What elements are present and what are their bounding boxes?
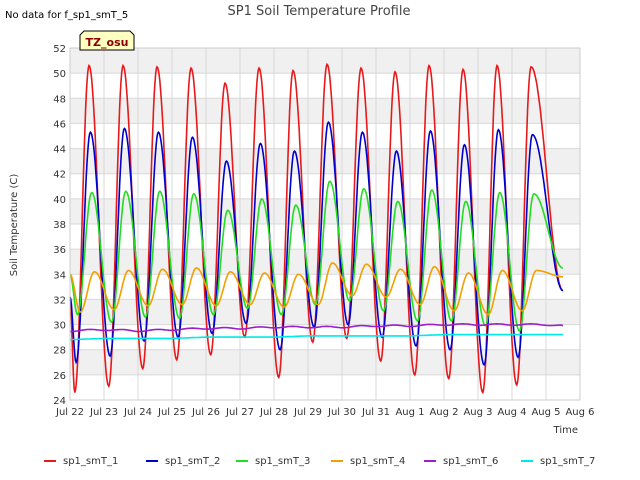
x-tick-label: Aug 4 bbox=[497, 407, 526, 418]
x-tick-label: Jul 26 bbox=[191, 407, 220, 418]
legend-item-sp1_smT_4: sp1_smT_4 bbox=[331, 456, 405, 467]
x-tick-label: Jul 25 bbox=[157, 407, 186, 418]
legend-item-sp1_smT_7: sp1_smT_7 bbox=[521, 456, 595, 467]
x-tick-label: Jul 29 bbox=[293, 407, 322, 418]
x-tick-label: Jul 24 bbox=[123, 407, 152, 418]
x-tick-label: Aug 3 bbox=[463, 407, 492, 418]
badge-label: TZ_osu bbox=[86, 36, 129, 49]
x-tick-label: Jul 30 bbox=[327, 407, 356, 418]
series-line-sp1_smT_4 bbox=[69, 262, 563, 316]
series-line-sp1_smT_7 bbox=[69, 333, 563, 341]
y-tick-label: 44 bbox=[53, 145, 66, 156]
legend-item-sp1_smT_1: sp1_smT_1 bbox=[44, 456, 118, 467]
x-tick-label: Aug 2 bbox=[429, 407, 458, 418]
y-tick-label: 42 bbox=[53, 170, 66, 181]
y-tick-label: 32 bbox=[53, 295, 66, 306]
series-line-sp1_smT_3 bbox=[69, 180, 564, 332]
y-tick-label: 52 bbox=[53, 44, 66, 55]
badge-shape bbox=[79, 30, 135, 51]
x-tick-label: Jul 28 bbox=[259, 407, 288, 418]
x-tick-label: Aug 6 bbox=[565, 407, 594, 418]
y-tick-label: 40 bbox=[53, 195, 66, 206]
plot-border bbox=[69, 47, 581, 401]
legend-item-sp1_smT_3: sp1_smT_3 bbox=[236, 456, 310, 467]
y-tick-label: 46 bbox=[53, 119, 66, 130]
x-tick-label: Jul 31 bbox=[361, 407, 390, 418]
legend-label: sp1_smT_6 bbox=[443, 456, 498, 467]
legend-item-sp1_smT_6: sp1_smT_6 bbox=[424, 456, 498, 467]
y-axis-label: Soil Temperature (C) bbox=[9, 174, 20, 277]
series-lines bbox=[69, 62, 564, 395]
series-line-sp1_smT_6 bbox=[69, 322, 564, 333]
y-tick-label: 28 bbox=[53, 346, 66, 357]
timezone-badge: TZ_osu bbox=[79, 30, 135, 51]
x-axis-label: Time bbox=[553, 425, 578, 436]
x-tick-label: Aug 1 bbox=[395, 407, 424, 418]
y-tick-label: 36 bbox=[53, 245, 66, 256]
y-tick-label: 24 bbox=[53, 396, 66, 407]
series-line-sp1_smT_1 bbox=[69, 62, 564, 395]
x-tick-label: Jul 23 bbox=[89, 407, 118, 418]
legend-item-sp1_smT_2: sp1_smT_2 bbox=[146, 456, 220, 467]
legend-label: sp1_smT_3 bbox=[255, 456, 310, 467]
plot-band bbox=[70, 48, 580, 74]
plot-band bbox=[70, 299, 580, 325]
chart-title: SP1 Soil Temperature Profile bbox=[228, 4, 411, 19]
x-tick-label: Aug 5 bbox=[531, 407, 560, 418]
legend: sp1_smT_1 sp1_smT_2 sp1_smT_3 sp1_smT_4 sp1_… bbox=[44, 456, 595, 467]
x-tick-labels: Jul 22 Jul 23 Jul 24 Jul 25 Jul 26 Jul 27 Jul … bbox=[55, 407, 595, 418]
y-tick-label: 38 bbox=[53, 220, 66, 231]
x-tick-label: Jul 22 bbox=[55, 407, 84, 418]
legend-label: sp1_smT_4 bbox=[350, 456, 405, 467]
plot-band bbox=[70, 249, 580, 275]
legend-label: sp1_smT_7 bbox=[540, 456, 595, 467]
y-tick-label: 30 bbox=[53, 321, 66, 332]
y-tick-label: 34 bbox=[53, 270, 66, 281]
y-tick-label: 48 bbox=[53, 94, 66, 105]
plot-band bbox=[70, 98, 580, 124]
no-data-notice: No data for f_sp1_smT_5 bbox=[5, 10, 128, 21]
legend-label: sp1_smT_1 bbox=[63, 456, 118, 467]
legend-label: sp1_smT_2 bbox=[165, 456, 220, 467]
y-tick-label: 50 bbox=[53, 69, 66, 80]
series-line-sp1_smT_2 bbox=[69, 120, 564, 367]
y-tick-label: 26 bbox=[53, 371, 66, 382]
x-tick-label: Jul 27 bbox=[225, 407, 254, 418]
plot-band bbox=[70, 349, 580, 375]
y-tick-labels: 24 26 28 30 32 34 36 38 40 42 44 46 48 50 52 bbox=[53, 44, 66, 407]
axes bbox=[69, 47, 581, 401]
